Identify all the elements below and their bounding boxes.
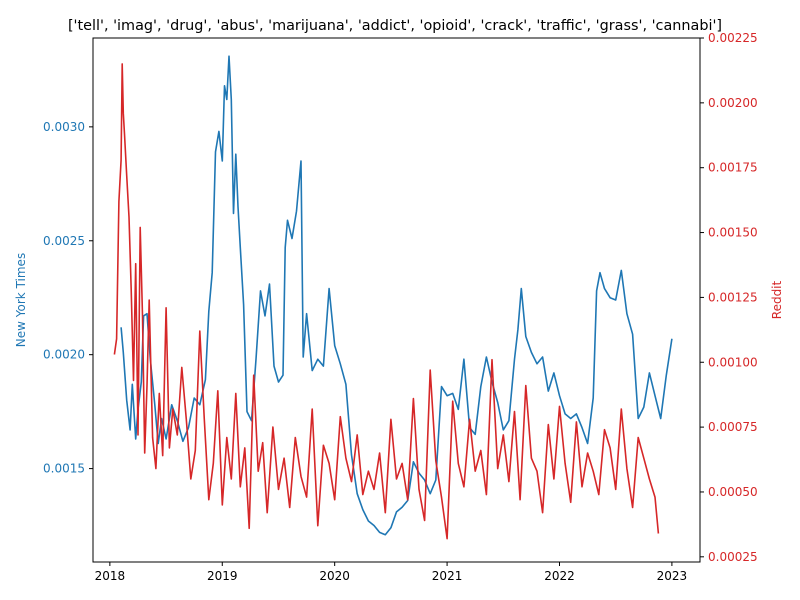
left-tick-label: 0.0015 bbox=[43, 462, 85, 476]
right-tick-label: 0.00175 bbox=[708, 161, 758, 175]
x-tick-label: 2020 bbox=[319, 569, 350, 583]
x-axis: 2018 2019 2020 2021 2022 2023 bbox=[95, 562, 688, 583]
series-layer bbox=[113, 55, 673, 540]
left-y-axis: 0.0015 0.0020 0.0025 0.0030 bbox=[43, 120, 93, 476]
right-tick-label: 0.00100 bbox=[708, 355, 758, 369]
right-axis-label: Reddit bbox=[770, 280, 784, 319]
left-tick-label: 0.0020 bbox=[43, 348, 85, 362]
x-tick-label: 2023 bbox=[657, 569, 688, 583]
x-tick-label: 2021 bbox=[432, 569, 463, 583]
series-line-new-york-times bbox=[120, 55, 673, 536]
right-y-axis: 0.00025 0.00050 0.00075 0.00100 0.00125 0.001… bbox=[700, 31, 758, 564]
x-tick-label: 2022 bbox=[544, 569, 575, 583]
right-tick-label: 0.00125 bbox=[708, 290, 758, 304]
left-tick-label: 0.0030 bbox=[43, 120, 85, 134]
right-tick-label: 0.00075 bbox=[708, 420, 758, 434]
x-tick-label: 2018 bbox=[95, 569, 126, 583]
left-tick-label: 0.0025 bbox=[43, 234, 85, 248]
right-tick-label: 0.00150 bbox=[708, 226, 758, 240]
right-tick-label: 0.00025 bbox=[708, 550, 758, 564]
right-tick-label: 0.00050 bbox=[708, 485, 758, 499]
left-axis-label: New York Times bbox=[14, 253, 28, 347]
right-tick-label: 0.00200 bbox=[708, 96, 758, 110]
chart-title: ['tell', 'imag', 'drug', 'abus', 'mariju… bbox=[68, 18, 722, 34]
plot-frame bbox=[92, 37, 701, 563]
x-tick-label: 2019 bbox=[207, 569, 238, 583]
right-tick-label: 0.00225 bbox=[708, 31, 758, 45]
series-line-reddit bbox=[113, 63, 660, 540]
